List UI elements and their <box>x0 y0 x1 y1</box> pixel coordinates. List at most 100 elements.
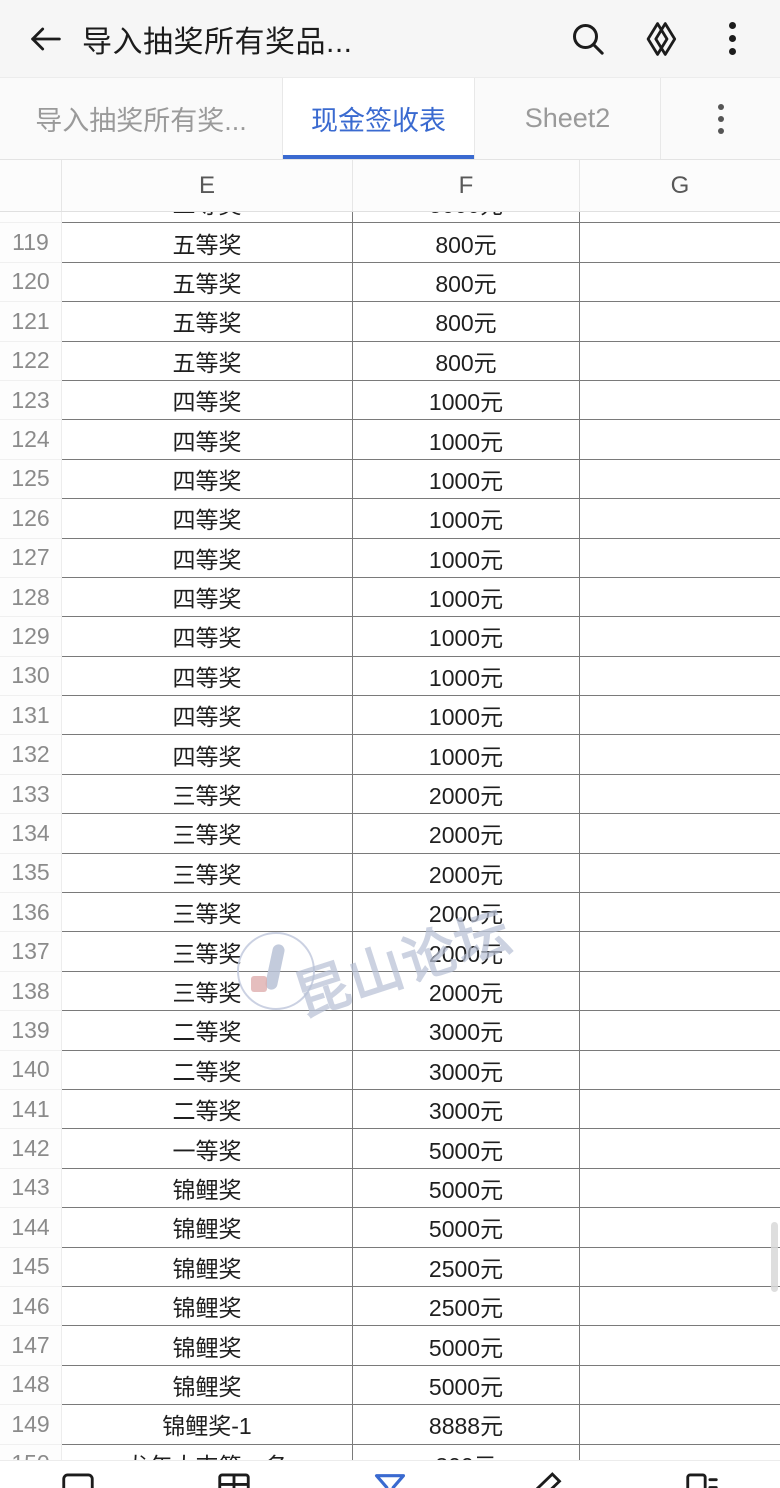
cell-F147[interactable]: 5000元 <box>353 1326 580 1366</box>
cell-E132[interactable]: 四等奖 <box>62 735 353 775</box>
cell-F148[interactable]: 5000元 <box>353 1365 580 1406</box>
cell-E122[interactable]: 五等奖 <box>62 341 353 381</box>
row-header-133[interactable]: 133 <box>0 774 62 815</box>
cell-F128[interactable]: 1000元 <box>353 577 580 618</box>
cell-E147[interactable]: 锦鲤奖 <box>62 1326 353 1366</box>
sheet-tab-menu-button[interactable] <box>661 78 780 159</box>
table-row[interactable]: 119 五等奖 800元 <box>0 223 780 263</box>
toolbar-filter-button[interactable] <box>358 1471 422 1488</box>
row-header-146[interactable]: 146 <box>0 1286 62 1327</box>
cell-G125[interactable] <box>580 460 780 500</box>
cell-F133[interactable]: 2000元 <box>353 774 580 815</box>
search-button[interactable] <box>556 7 620 71</box>
cell-G127[interactable] <box>580 539 780 578</box>
cell-G143[interactable] <box>580 1169 780 1209</box>
toolbar-list-button[interactable] <box>670 1471 734 1488</box>
row-header-122[interactable]: 122 <box>0 341 62 381</box>
cell-F146[interactable]: 2500元 <box>353 1286 580 1327</box>
corner-select-all-cell[interactable] <box>0 160 62 211</box>
cell-F129[interactable]: 1000元 <box>353 617 580 657</box>
table-row[interactable]: 132 四等奖 1000元 <box>0 735 780 775</box>
table-row[interactable]: 149 锦鲤奖-1 8888元 <box>0 1405 780 1445</box>
table-row[interactable]: 140 二等奖 3000元 <box>0 1050 780 1090</box>
table-row[interactable]: 124 四等奖 1000元 <box>0 420 780 460</box>
cell-E118[interactable]: 二等奖 <box>62 212 353 224</box>
cell-E128[interactable]: 四等奖 <box>62 577 353 618</box>
row-header-137[interactable]: 137 <box>0 932 62 972</box>
table-row[interactable]: 147 锦鲤奖 5000元 <box>0 1326 780 1366</box>
row-header-119[interactable]: 119 <box>0 223 62 263</box>
cell-F124[interactable]: 1000元 <box>353 420 580 460</box>
table-row[interactable]: 139 二等奖 3000元 <box>0 1011 780 1051</box>
cell-E131[interactable]: 四等奖 <box>62 696 353 736</box>
table-row[interactable]: 135 三等奖 2000元 <box>0 853 780 894</box>
row-header-138[interactable]: 138 <box>0 971 62 1012</box>
cell-G134[interactable] <box>580 814 780 854</box>
cell-F145[interactable]: 2500元 <box>353 1247 580 1287</box>
row-header-148[interactable]: 148 <box>0 1365 62 1406</box>
table-row[interactable]: 144 锦鲤奖 5000元 <box>0 1208 780 1248</box>
cell-F130[interactable]: 1000元 <box>353 656 580 697</box>
row-header-139[interactable]: 139 <box>0 1011 62 1051</box>
cell-E134[interactable]: 三等奖 <box>62 814 353 854</box>
table-row[interactable]: 129 四等奖 1000元 <box>0 617 780 657</box>
table-row[interactable]: 122 五等奖 800元 <box>0 341 780 381</box>
cell-E143[interactable]: 锦鲤奖 <box>62 1168 353 1209</box>
cell-G144[interactable] <box>580 1208 780 1248</box>
cell-G119[interactable] <box>580 223 780 263</box>
row-header-149[interactable]: 149 <box>0 1405 62 1445</box>
cell-E138[interactable]: 三等奖 <box>62 971 353 1012</box>
table-row[interactable]: 130 四等奖 1000元 <box>0 656 780 697</box>
row-header-129[interactable]: 129 <box>0 617 62 657</box>
cell-F127[interactable]: 1000元 <box>353 538 580 578</box>
cell-E123[interactable]: 四等奖 <box>62 380 353 421</box>
row-header-147[interactable]: 147 <box>0 1326 62 1366</box>
row-header-145[interactable]: 145 <box>0 1247 62 1287</box>
row-header-135[interactable]: 135 <box>0 853 62 894</box>
overflow-menu-button[interactable] <box>700 7 764 71</box>
table-row[interactable]: 133 三等奖 2000元 <box>0 774 780 815</box>
toolbar-keyboard-button[interactable] <box>46 1471 110 1488</box>
cell-E127[interactable]: 四等奖 <box>62 538 353 578</box>
table-row[interactable]: 142 一等奖 5000元 <box>0 1129 780 1169</box>
cell-G128[interactable] <box>580 578 780 618</box>
row-header-144[interactable]: 144 <box>0 1208 62 1248</box>
cell-F120[interactable]: 800元 <box>353 262 580 303</box>
table-row[interactable]: 120 五等奖 800元 <box>0 262 780 303</box>
cell-E125[interactable]: 四等奖 <box>62 459 353 500</box>
cell-E142[interactable]: 一等奖 <box>62 1129 353 1169</box>
cell-E133[interactable]: 三等奖 <box>62 774 353 815</box>
cell-F126[interactable]: 1000元 <box>353 499 580 539</box>
cell-G124[interactable] <box>580 420 780 460</box>
row-header-124[interactable]: 124 <box>0 420 62 460</box>
cell-E136[interactable]: 三等奖 <box>62 893 353 933</box>
cell-G120[interactable] <box>580 263 780 303</box>
column-header-e[interactable]: E <box>62 160 353 211</box>
cell-E145[interactable]: 锦鲤奖 <box>62 1247 353 1287</box>
table-row[interactable]: 128 四等奖 1000元 <box>0 577 780 618</box>
cell-G139[interactable] <box>580 1011 780 1051</box>
row-header-125[interactable]: 125 <box>0 459 62 500</box>
table-row[interactable]: 141 二等奖 3000元 <box>0 1089 780 1130</box>
cell-G132[interactable] <box>580 735 780 775</box>
table-row[interactable]: 148 锦鲤奖 5000元 <box>0 1365 780 1406</box>
row-header-127[interactable]: 127 <box>0 538 62 578</box>
table-row[interactable]: 123 四等奖 1000元 <box>0 380 780 421</box>
cell-G140[interactable] <box>580 1051 780 1090</box>
row-header-142[interactable]: 142 <box>0 1129 62 1169</box>
cell-E140[interactable]: 二等奖 <box>62 1050 353 1090</box>
cell-F121[interactable]: 800元 <box>353 302 580 342</box>
table-row[interactable]: 118二等奖3000元 <box>0 212 780 224</box>
cell-F118[interactable]: 3000元 <box>353 212 580 224</box>
toolbar-cell-button[interactable] <box>202 1471 266 1488</box>
cell-E141[interactable]: 二等奖 <box>62 1089 353 1130</box>
row-header-131[interactable]: 131 <box>0 696 62 736</box>
cell-E148[interactable]: 锦鲤奖 <box>62 1365 353 1406</box>
cell-G121[interactable] <box>580 302 780 342</box>
back-button[interactable] <box>16 9 76 69</box>
cell-F134[interactable]: 2000元 <box>353 814 580 854</box>
row-header-126[interactable]: 126 <box>0 499 62 539</box>
cell-G141[interactable] <box>580 1090 780 1130</box>
table-row[interactable]: 127 四等奖 1000元 <box>0 538 780 578</box>
cell-E144[interactable]: 锦鲤奖 <box>62 1208 353 1248</box>
